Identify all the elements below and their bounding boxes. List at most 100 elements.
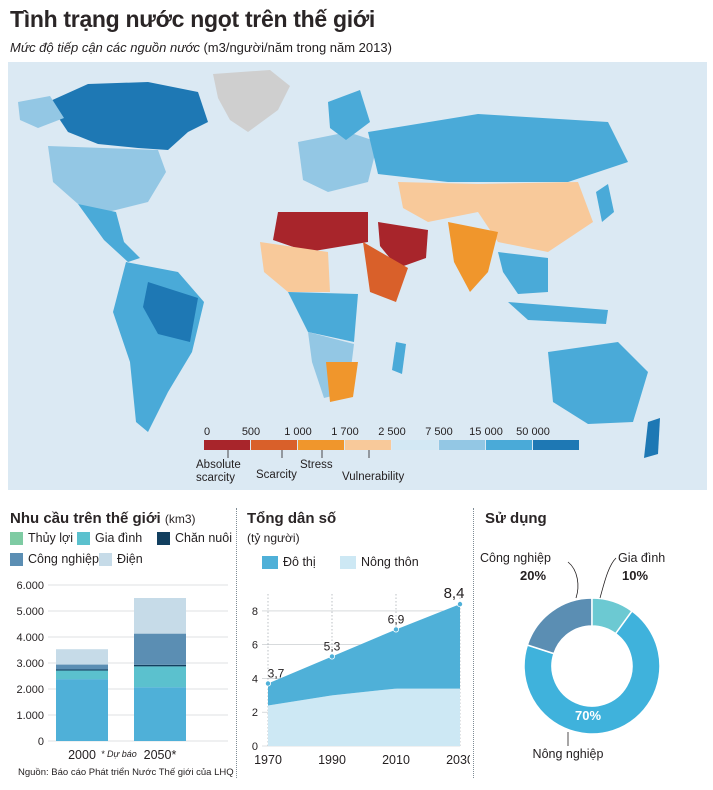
scandinavia-shape — [328, 90, 370, 140]
scale-tick-label: 500 — [242, 426, 260, 438]
bar-segment — [134, 666, 186, 688]
madagascar-shape — [392, 342, 406, 374]
legend-swatch — [10, 531, 23, 545]
subtitle-unit: (m3/người/năm trong năm 2013) — [203, 40, 392, 55]
x-tick-label: 1990 — [318, 753, 346, 767]
scale-category-label: Absolute scarcity — [196, 459, 241, 484]
demand-legend-item: Công nghiệp — [10, 552, 99, 566]
legend-swatch — [10, 552, 23, 566]
legend-swatch — [262, 555, 278, 569]
legend-label: Gia đình — [95, 531, 143, 545]
demand-legend-item: Thủy lợi — [10, 531, 73, 545]
bar-segment — [56, 649, 108, 665]
legend-label: Chăn nuôi — [175, 531, 232, 545]
total-label: 8,4 — [444, 585, 465, 602]
population-title: Tổng dân số — [247, 510, 337, 527]
scale-segment — [392, 440, 438, 450]
usage-label-name: Nông nghiệp — [533, 747, 604, 761]
map-scale-legend: 0 500 1 000 1 700 2 500 7 500 15 000 50 000 Abso… — [196, 426, 579, 484]
population-legend-item: Đô thị — [262, 555, 316, 569]
scale-tick-label: 2 500 — [378, 426, 406, 438]
legend-swatch — [99, 552, 112, 566]
total-point — [329, 653, 336, 660]
scale-category-label: Vulnerability — [342, 471, 404, 483]
usage-label-pct: 10% — [622, 568, 648, 583]
area-rural — [268, 688, 460, 746]
scale-tick-label: 15 000 — [469, 426, 503, 438]
demand-title: Nhu cầu trên thế giới (km3) — [10, 510, 196, 527]
usa-shape — [48, 146, 166, 212]
scale-segment — [251, 440, 297, 450]
alaska-shape — [18, 96, 64, 128]
x-tick-label: 2030 — [446, 753, 470, 767]
y-tick-label: 1.000 — [16, 710, 44, 722]
y-tick-label: 6.000 — [16, 580, 44, 592]
total-point — [392, 626, 399, 633]
legend-swatch — [157, 531, 170, 545]
total-label: 3,7 — [268, 667, 285, 681]
divider-2 — [473, 508, 474, 778]
indonesia-shape — [508, 302, 608, 324]
x-tick-label: 1970 — [254, 753, 282, 767]
total-point — [264, 680, 271, 687]
canada-shape — [48, 82, 208, 150]
x-tick-label: 2050* — [144, 748, 177, 762]
scale-tick-label: 50 000 — [516, 426, 550, 438]
australia-shape — [548, 342, 648, 424]
y-tick-label: 6 — [252, 640, 258, 652]
total-label: 5,3 — [324, 639, 341, 653]
y-tick-label: 3.000 — [16, 658, 44, 670]
total-label: 6,9 — [388, 612, 405, 626]
central-asia-shape — [398, 182, 478, 222]
legend-swatch — [340, 555, 356, 569]
scale-segment — [298, 440, 344, 450]
legend-swatch — [77, 531, 90, 545]
demand-legend-item: Gia đình — [77, 531, 142, 545]
legend-label: Công nghiệp — [28, 552, 99, 566]
scale-category-label: Stress — [300, 459, 333, 471]
china-shape — [478, 182, 593, 252]
leader-line — [567, 561, 579, 599]
demand-title-text: Nhu cầu trên thế giới — [10, 510, 161, 527]
demand-legend-item: Điện — [99, 552, 143, 566]
north-africa-shape — [273, 212, 368, 252]
donut-slice — [526, 597, 593, 655]
bar-segment — [56, 679, 108, 741]
bar-segment — [56, 670, 108, 680]
forecast-note: * Dự báo — [101, 749, 137, 759]
new-zealand-shape — [644, 418, 660, 458]
page-title: Tình trạng nước ngọt trên thế giới — [10, 6, 375, 32]
legend-label: Điện — [117, 552, 143, 566]
y-tick-label: 2.000 — [16, 684, 44, 696]
usage-title: Sử dụng — [485, 510, 547, 527]
legend-label: Thủy lợi — [28, 531, 74, 545]
bar-segment — [134, 633, 186, 665]
y-tick-label: 5.000 — [16, 606, 44, 618]
y-tick-label: 4.000 — [16, 632, 44, 644]
demand-unit: (km3) — [164, 512, 196, 526]
bar-segment — [134, 687, 186, 741]
y-tick-label: 2 — [252, 707, 258, 719]
subtitle-main: Mức độ tiếp cận các nguồn nước — [10, 40, 200, 55]
central-africa-shape — [288, 292, 358, 342]
x-tick-label: 2000 — [68, 748, 96, 762]
population-unit: (tỷ người) — [247, 531, 300, 545]
india-shape — [448, 222, 498, 292]
donut-slice — [591, 597, 634, 635]
y-tick-label: 0 — [38, 736, 44, 748]
bar-segment — [56, 669, 108, 671]
se-asia-shape — [498, 252, 548, 294]
horn-africa-shape — [363, 242, 408, 302]
usage-label-name: Công nghiệp — [480, 551, 551, 565]
population-legend-item: Nông thôn — [340, 555, 419, 569]
japan-shape — [596, 184, 614, 222]
scale-tick-label: 1 000 — [284, 426, 312, 438]
scale-segment — [533, 440, 579, 450]
europe-shape — [298, 132, 378, 192]
scale-tick-label: 1 700 — [331, 426, 359, 438]
demand-chart: 0 1.000 2.000 3.000 4.000 5.000 6.000 2000 2050* — [16, 580, 228, 762]
page-subtitle: Mức độ tiếp cận các nguồn nước (m3/người… — [10, 40, 392, 55]
scale-tick-label: 7 500 — [425, 426, 453, 438]
scale-segment — [204, 440, 250, 450]
west-africa-shape — [260, 242, 330, 292]
